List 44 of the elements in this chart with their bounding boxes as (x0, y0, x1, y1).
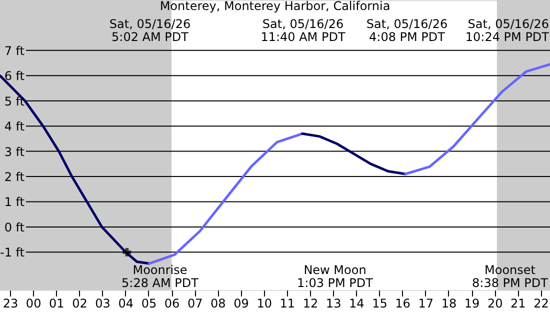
annotation: Sat, 05/16/26 5:02 AM PDT (109, 17, 191, 44)
y-tick-label: 2 ft (4, 170, 25, 184)
x-tick-label: 20 (487, 296, 503, 310)
x-tick-label: 11 (280, 296, 296, 310)
y-tick-label: 3 ft (4, 144, 25, 159)
y-tick-label: -1 ft (0, 246, 25, 260)
x-tick-label: 04 (118, 296, 134, 310)
x-tick-label: 00 (26, 296, 42, 310)
x-tick-label: 15 (372, 296, 388, 310)
x-tick-label: 22 (534, 296, 549, 310)
x-tick-label: 17 (418, 296, 434, 310)
y-tick-label: 6 ft (4, 69, 25, 84)
y-tick-label: 5 ft (4, 94, 25, 108)
x-tick-label: 05 (141, 296, 157, 310)
x-tick-label: 14 (349, 296, 364, 310)
annotation: Moonrise 5:28 AM PDT (122, 263, 200, 290)
y-tick-label: 1 ft (4, 195, 25, 210)
x-tick-label: 16 (395, 296, 410, 310)
x-tick-label: 19 (464, 296, 480, 310)
x-tick-label: 23 (2, 296, 18, 310)
y-tick-label: 0 ft (4, 220, 25, 234)
line-series (404, 63, 550, 176)
annotation: New Moon 1:03 PM PDT (297, 263, 374, 290)
annotation: Sat, 05/16/26 4:08 PM PDT (366, 17, 448, 44)
annotation: Sat, 05/16/26 10:24 PM PDT (465, 17, 550, 44)
line-series (148, 132, 304, 265)
line-series (301, 132, 407, 176)
annotation: Sat, 05/16/26 11:40 AM PDT (260, 17, 346, 44)
x-tick-label: 06 (164, 296, 180, 310)
annotation: Moonset 8:38 PM PDT (472, 263, 549, 290)
x-tick-label: 12 (302, 296, 318, 310)
x-tick-label: 01 (49, 296, 64, 310)
chart-title: Monterey, Monterey Harbor, California (160, 0, 390, 13)
x-tick-label: 03 (95, 296, 110, 310)
x-tick-label: 13 (326, 296, 342, 310)
x-tick-label: 21 (510, 296, 526, 310)
x-tick-label: 18 (441, 296, 457, 310)
x-tick-label: 07 (187, 296, 203, 310)
x-tick-label: 09 (234, 296, 249, 310)
y-tick-label: 7 ft (4, 44, 25, 58)
x-tick-label: 08 (210, 296, 226, 310)
x-tick-label: 02 (72, 296, 88, 310)
y-tick-label: 4 ft (4, 120, 25, 134)
x-tick-label: 10 (256, 296, 272, 310)
